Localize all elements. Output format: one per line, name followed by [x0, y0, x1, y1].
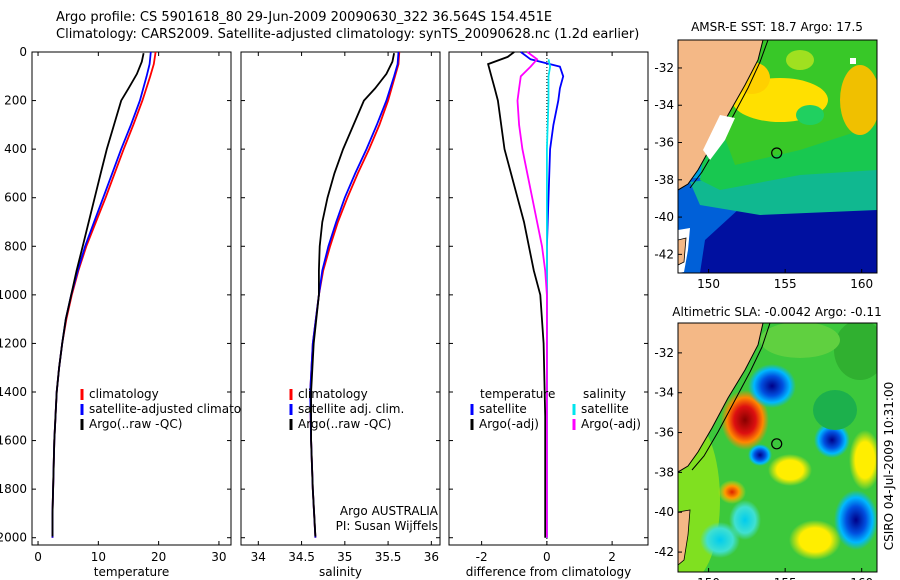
- sst-map-ytick-label: -32: [654, 61, 674, 75]
- sla-map-title: Altimetric SLA: -0.0042 Argo: -0.11: [672, 305, 881, 319]
- temperature-xtick-label: 20: [151, 550, 166, 564]
- temperature-xlabel: temperature: [94, 565, 169, 579]
- temperature-xtick-label: 10: [91, 550, 106, 564]
- sst-map-ytick-label: -38: [654, 173, 674, 187]
- sst-map-ytick-label: -36: [654, 136, 674, 150]
- temperature-xtick-label: 0: [34, 550, 42, 564]
- sst-map-xtick-label: 155: [774, 277, 797, 291]
- temperature-xtick-label: 30: [211, 550, 226, 564]
- annotation-text: Argo AUSTRALIA: [340, 504, 439, 518]
- depth-tick-label: 1600: [0, 434, 27, 448]
- depth-tick-label: 2000: [0, 531, 27, 545]
- legend-label: climatology: [298, 387, 368, 401]
- sla-map-ytick-label: -32: [654, 346, 674, 360]
- depth-tick-label: 600: [4, 191, 27, 205]
- legend-label: climatology: [89, 387, 159, 401]
- sst-map-ytick-label: -42: [654, 247, 674, 261]
- difference-xlabel: difference from climatology: [466, 565, 632, 579]
- legend-label: satellite-adjusted climatology: [89, 402, 267, 416]
- legend-label: salinity: [583, 387, 626, 401]
- legend-label: Argo(-adj): [581, 417, 641, 431]
- legend-label: temperature: [480, 387, 555, 401]
- legend-label: Argo(..raw -QC): [89, 417, 182, 431]
- difference-frame: [448, 51, 649, 546]
- sst-map-ytick-label: -34: [654, 98, 674, 112]
- salinity-panel: 34 34.5 35 35.5 36 salinity climatologysatelli…: [240, 51, 441, 579]
- depth-tick-label: 1800: [0, 482, 27, 496]
- sla-map-xtick-label: 150: [697, 576, 720, 580]
- depth-tick-label: 200: [4, 94, 27, 108]
- sla-map-ytick-label: -38: [654, 465, 674, 479]
- salinity-xtick-label: 35: [337, 550, 352, 564]
- difference-xtick-label: 0: [543, 550, 551, 564]
- depth-tick-label: 0: [19, 45, 27, 59]
- sla-map-ytick-label: -34: [654, 386, 674, 400]
- depth-tick-label: 1200: [0, 336, 27, 350]
- temperature-panel: 0 10 20 30 0 200 400 600 800 1000 1200 1400 1600 1800…: [0, 45, 267, 579]
- depth-tick-label: 400: [4, 142, 27, 156]
- sla-map-ytick-label: -36: [654, 426, 674, 440]
- legend-label: satellite: [581, 402, 629, 416]
- sst-map-xtick-label: 160: [850, 277, 873, 291]
- csiro-timestamp: CSIRO 04-Jul-2009 10:31:00: [882, 382, 896, 550]
- sla-map-xtick-label: 160: [850, 576, 873, 580]
- difference-xtick-label: -2: [476, 550, 488, 564]
- legend-label: Argo(-adj): [479, 417, 539, 431]
- header-line2: Climatology: CARS2009. Satellite-adjuste…: [56, 27, 640, 42]
- sla-map-xtick-label: 155: [774, 576, 797, 580]
- sst-map-image: [678, 40, 877, 273]
- difference-xtick-label: 2: [608, 550, 616, 564]
- sst-map-ytick-label: -40: [654, 210, 674, 224]
- sla-map-ytick-label: -42: [654, 545, 674, 559]
- annotation-text: PI: Susan Wijffels: [336, 519, 438, 533]
- salinity-frame: [240, 51, 441, 546]
- salinity-xtick-label: 34.5: [288, 550, 315, 564]
- sst-argo-location-marker: [771, 147, 783, 159]
- series-line-temperature-argo-adj-: [487, 51, 547, 538]
- sst-map-title: AMSR-E SST: 18.7 Argo: 17.5: [691, 20, 863, 34]
- salinity-xtick-label: 35.5: [375, 550, 402, 564]
- sla-map-ytick-label: -40: [654, 505, 674, 519]
- legend-label: satellite: [479, 402, 527, 416]
- depth-tick-label: 800: [4, 239, 27, 253]
- header-line1: Argo profile: CS 5901618_80 29-Jun-2009 …: [56, 10, 553, 25]
- series-line-salinity-argo-adj-: [516, 51, 548, 538]
- sla-argo-location-marker: [771, 438, 783, 450]
- series-line-argo-raw-qc-: [310, 53, 395, 537]
- depth-tick-label: 1400: [0, 385, 27, 399]
- temperature-frame: [31, 51, 232, 546]
- sla-map-image: [678, 323, 877, 572]
- salinity-xlabel: salinity: [319, 565, 362, 579]
- series-line-argo-raw-qc-: [51, 53, 145, 537]
- salinity-xtick-label: 36: [424, 550, 439, 564]
- legend-label: satellite adj. clim.: [298, 402, 404, 416]
- sst-map-xtick-label: 150: [697, 277, 720, 291]
- legend-label: Argo(..raw -QC): [298, 417, 391, 431]
- depth-tick-label: 1000: [0, 288, 27, 302]
- salinity-xtick-label: 34: [251, 550, 266, 564]
